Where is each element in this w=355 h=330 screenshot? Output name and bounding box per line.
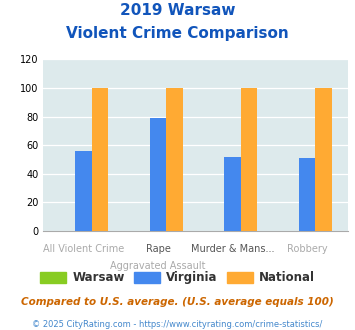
- Legend: Warsaw, Virginia, National: Warsaw, Virginia, National: [36, 267, 320, 289]
- Bar: [299, 158, 315, 231]
- Bar: [241, 88, 257, 231]
- Text: © 2025 CityRating.com - https://www.cityrating.com/crime-statistics/: © 2025 CityRating.com - https://www.city…: [32, 320, 323, 329]
- Text: Murder & Mans...: Murder & Mans...: [191, 244, 274, 254]
- Text: All Violent Crime: All Violent Crime: [43, 244, 124, 254]
- Bar: [92, 88, 108, 231]
- Text: Aggravated Assault: Aggravated Assault: [110, 261, 206, 271]
- Bar: [75, 151, 92, 231]
- Bar: [224, 157, 241, 231]
- Text: Compared to U.S. average. (U.S. average equals 100): Compared to U.S. average. (U.S. average …: [21, 297, 334, 307]
- Text: Violent Crime Comparison: Violent Crime Comparison: [66, 26, 289, 41]
- Text: Robbery: Robbery: [286, 244, 327, 254]
- Text: Rape: Rape: [146, 244, 170, 254]
- Bar: [166, 88, 182, 231]
- Bar: [315, 88, 332, 231]
- Bar: [150, 118, 166, 231]
- Text: 2019 Warsaw: 2019 Warsaw: [120, 3, 235, 18]
